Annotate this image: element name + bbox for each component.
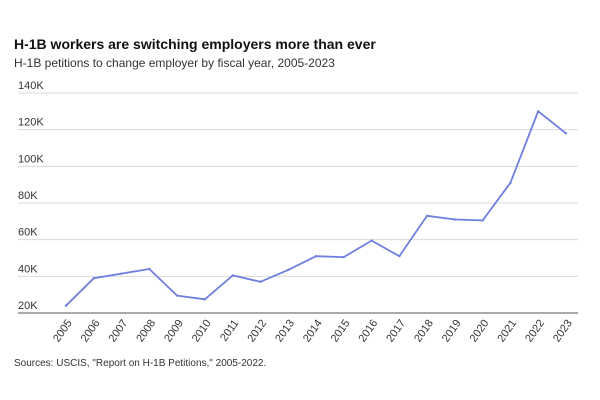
y-axis-ticks: 20K 40K 60K 80K 100K 120K 140K <box>18 80 44 312</box>
data-point <box>564 132 568 135</box>
y-tick-label: 60K <box>18 227 38 239</box>
data-point <box>231 274 234 277</box>
data-point <box>148 267 151 271</box>
y-tick-label: 80K <box>18 190 38 202</box>
data-point <box>453 218 457 221</box>
x-axis-ticks: 2005 2006 2007 2008 2009 2010 2011 2012 2013 2014… <box>51 318 575 345</box>
y-tick-label: 40K <box>18 263 38 275</box>
data-point <box>398 254 401 258</box>
x-tick-label: 2022 <box>523 318 547 345</box>
chart-title: H-1B workers are switching employers mor… <box>14 36 376 52</box>
data-point <box>120 272 123 275</box>
data-point <box>425 214 429 218</box>
gridlines <box>18 92 578 314</box>
data-point <box>64 304 68 307</box>
x-tick-label: 2018 <box>412 318 436 345</box>
y-tick-label: 120K <box>18 117 44 129</box>
data-point <box>203 298 207 301</box>
x-tick-label: 2020 <box>468 318 492 345</box>
y-tick-label: 20K <box>18 300 38 312</box>
data-point <box>509 181 512 185</box>
data-point <box>481 219 484 222</box>
x-tick-label: 2014 <box>301 318 325 345</box>
data-point <box>314 254 318 258</box>
data-point <box>92 276 95 280</box>
data-point <box>175 294 179 297</box>
x-tick-label: 2008 <box>134 318 158 345</box>
x-tick-label: 2009 <box>162 318 186 345</box>
x-tick-label: 2012 <box>245 318 269 345</box>
x-tick-label: 2010 <box>190 318 214 345</box>
data-point <box>287 268 290 272</box>
x-tick-label: 2015 <box>329 318 353 345</box>
x-tick-label: 2011 <box>218 318 241 344</box>
x-tick-label: 2013 <box>273 318 297 345</box>
y-tick-label: 100K <box>18 153 44 165</box>
source-note: Sources: USCIS, "Report on H-1B Petition… <box>14 358 267 369</box>
data-point <box>259 280 262 284</box>
x-tick-label: 2007 <box>107 318 131 345</box>
data-point <box>342 255 345 259</box>
y-tick-label: 140K <box>18 80 44 92</box>
series-layer <box>64 110 568 307</box>
x-tick-label: 2017 <box>384 318 408 345</box>
x-tick-label: 2016 <box>357 318 381 345</box>
x-tick-label: 2023 <box>551 318 575 345</box>
x-tick-label: 2006 <box>79 318 103 345</box>
x-tick-label: 2005 <box>51 318 75 345</box>
x-tick-label: 2021 <box>495 318 519 345</box>
data-point <box>370 239 373 242</box>
data-point <box>537 110 540 113</box>
x-tick-label: 2019 <box>440 318 464 345</box>
chart-subtitle: H-1B petitions to change employer by fis… <box>14 56 335 70</box>
